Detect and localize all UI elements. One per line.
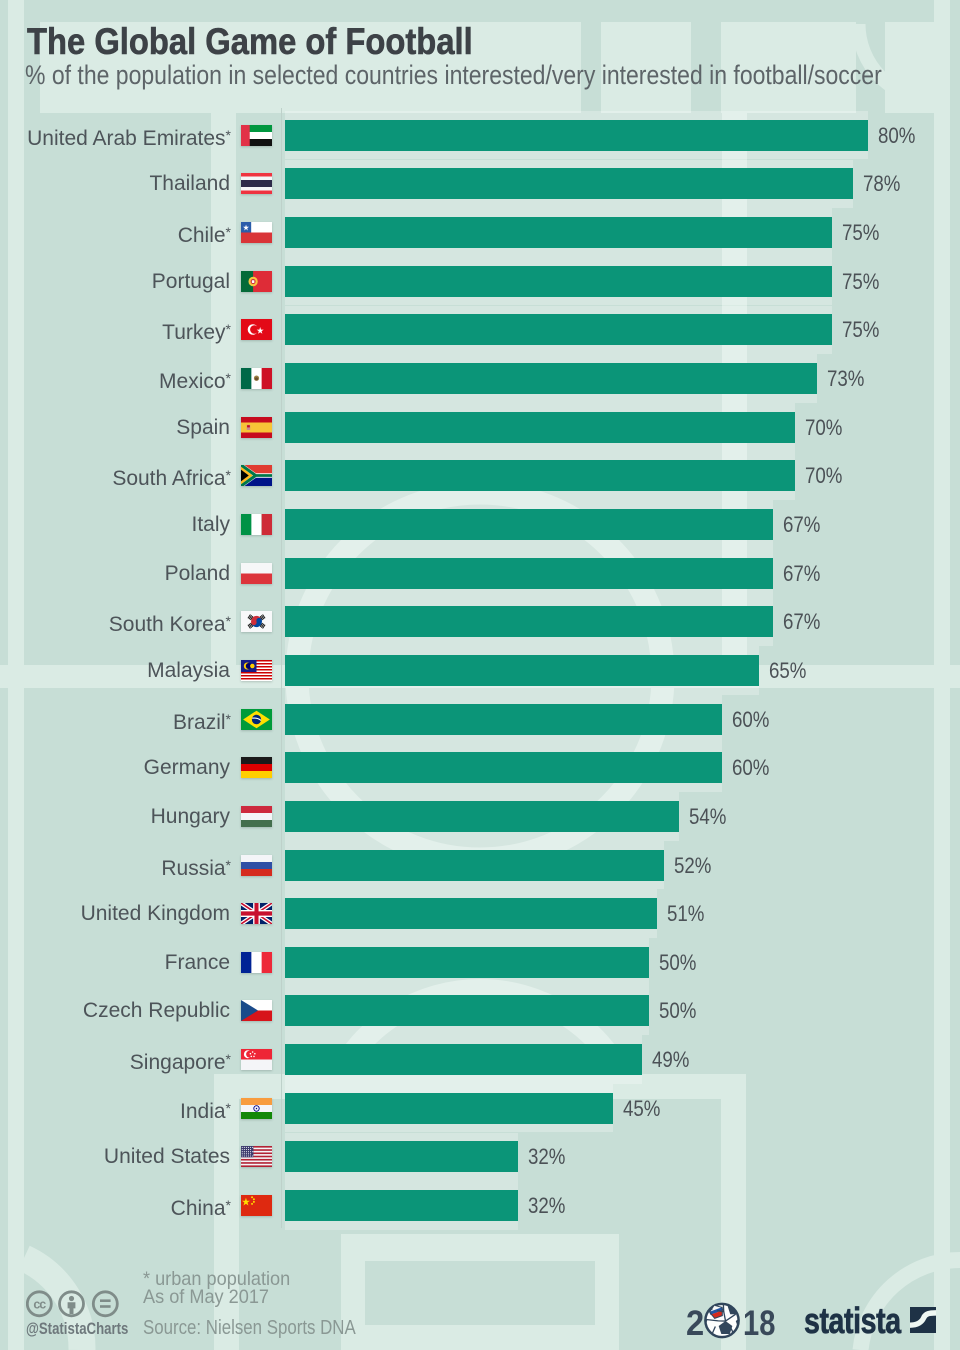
svg-text:cc: cc — [33, 1297, 46, 1311]
